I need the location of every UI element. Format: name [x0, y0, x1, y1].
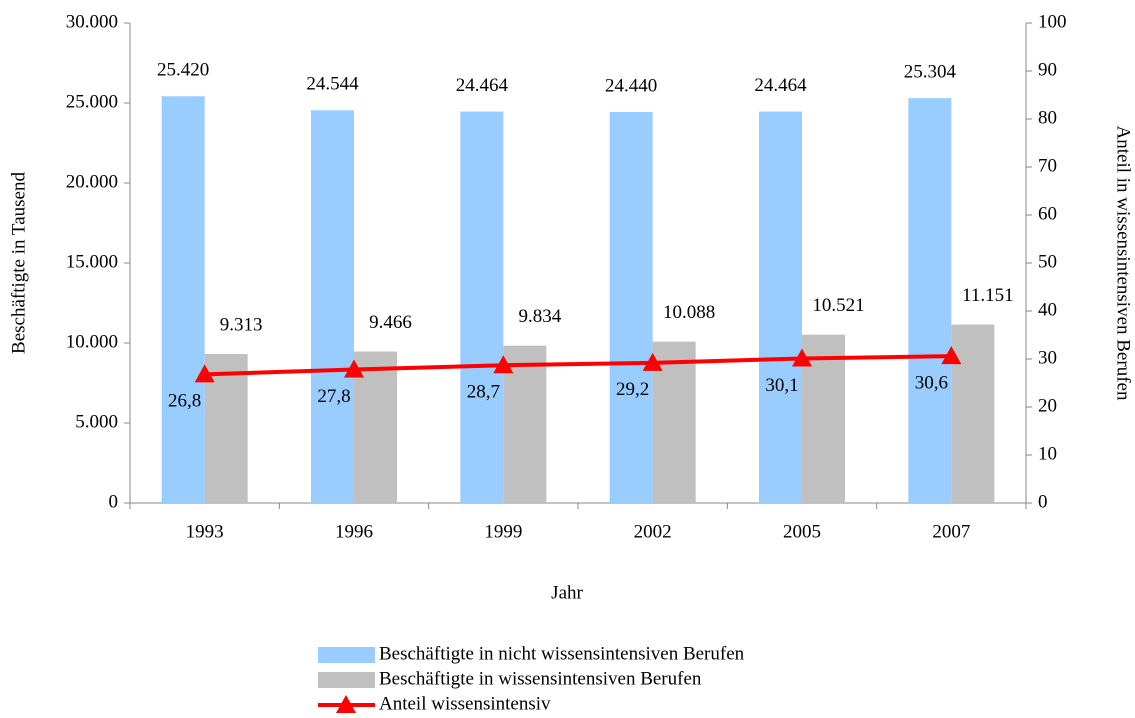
bar-value-label: 24.544 [306, 74, 359, 95]
legend-marker [336, 695, 356, 713]
bar-value-label: 25.304 [904, 61, 957, 82]
line-marker [493, 355, 514, 374]
line [204, 354, 952, 377]
bar-value-label: 10.521 [812, 295, 864, 316]
bar-value-label: 9.313 [220, 314, 263, 335]
x-axis-title: Jahr [551, 582, 583, 603]
bar-value-label: 9.834 [518, 306, 561, 327]
bar-value-label: 10.088 [663, 302, 715, 323]
legend-label: Anteil wissensintensiv [379, 693, 551, 714]
y-tick-label: 20.000 [66, 171, 118, 192]
line-marker [194, 364, 215, 383]
y-axis-title: Beschäftigte in Tausend [8, 172, 29, 354]
line-value-label: 26,8 [168, 391, 201, 412]
y2-tick-label: 50 [1038, 251, 1057, 272]
legend-label: Beschäftigte in wissensintensiven Berufe… [379, 668, 702, 689]
bar-value-label: 25.420 [157, 60, 209, 81]
line-marker [941, 346, 962, 365]
x-tick-label: 2007 [932, 521, 970, 542]
y2-tick-label: 0 [1038, 491, 1048, 512]
x-tick-label: 2005 [783, 521, 821, 542]
y2-tick-label: 100 [1038, 11, 1067, 32]
bar [161, 96, 205, 503]
y-tick-label: 15.000 [66, 251, 118, 272]
line-value-label: 29,2 [616, 379, 649, 400]
y-tick-label: 0 [109, 491, 119, 512]
bar [951, 324, 995, 503]
y-tick-label: 5.000 [75, 411, 118, 432]
y2-tick-label: 90 [1038, 59, 1057, 80]
line-value-label: 30,6 [915, 372, 948, 393]
bar-value-label: 9.466 [369, 312, 412, 333]
legend-swatch [318, 647, 375, 663]
bar-value-label: 11.151 [962, 285, 1014, 306]
bar-value-label: 24.464 [754, 75, 807, 96]
line-value-label: 27,8 [317, 386, 350, 407]
bar-value-label: 24.464 [456, 75, 509, 96]
bar [908, 98, 952, 504]
y2-tick-label: 20 [1038, 395, 1057, 416]
y2-tick-label: 40 [1038, 299, 1057, 320]
y-tick-label: 25.000 [66, 91, 118, 112]
legend-swatch [318, 672, 375, 688]
x-tick-label: 1999 [484, 521, 522, 542]
x-tick-label: 1996 [335, 521, 373, 542]
line-marker [642, 352, 663, 371]
bar [759, 111, 802, 504]
bar [460, 111, 504, 504]
line-marker [792, 348, 812, 367]
y2-axis-title: Anteil in wissensintensiven Berufen [1113, 126, 1134, 401]
y2-tick-label: 30 [1038, 347, 1057, 368]
bar [311, 110, 354, 504]
y2-tick-label: 10 [1038, 443, 1057, 464]
line-value-label: 28,7 [467, 382, 500, 403]
x-tick-label: 1993 [186, 521, 224, 542]
bar [609, 111, 653, 504]
line-value-label: 30,1 [765, 375, 798, 396]
legend-label: Beschäftigte in nicht wissensintensiven … [379, 643, 745, 664]
y2-tick-label: 70 [1038, 155, 1057, 176]
y-tick-label: 30.000 [66, 11, 118, 32]
y2-tick-label: 80 [1038, 107, 1057, 128]
x-tick-label: 2002 [634, 521, 672, 542]
line-marker [344, 359, 364, 378]
bar-value-label: 24.440 [605, 75, 657, 96]
y-tick-label: 10.000 [66, 331, 118, 352]
y2-tick-label: 60 [1038, 203, 1057, 224]
